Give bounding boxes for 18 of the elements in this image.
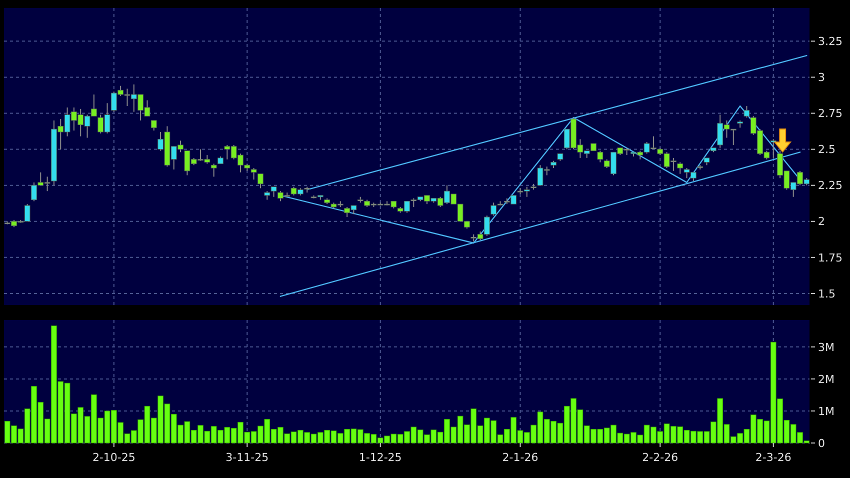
y-tick-label: 1.75 — [818, 251, 842, 264]
x-tick-label: 2-10-25 — [92, 451, 136, 464]
x-tick-label: 1-12-25 — [358, 451, 402, 464]
y-tick-label: 1M — [818, 404, 834, 418]
y-tick-label: 2 — [818, 215, 825, 228]
y-tick-label: 3M — [818, 340, 834, 354]
y-tick-label: 2.25 — [818, 179, 842, 192]
y-tick-label: 3.25 — [818, 35, 842, 48]
x-tick-label: 2-3-26 — [755, 451, 792, 464]
y-tick-label: 2M — [818, 372, 834, 386]
y-tick-label: 0 — [818, 436, 825, 450]
y-tick-label: 1.5 — [818, 287, 836, 300]
y-tick-label: 2.75 — [818, 107, 842, 120]
y-tick-label: 2.5 — [818, 143, 836, 156]
y-tick-label: 3 — [818, 71, 825, 84]
x-tick-label: 2-1-26 — [502, 451, 538, 464]
x-tick-label: 2-2-26 — [642, 451, 678, 464]
x-tick-label: 3-11-25 — [226, 451, 269, 464]
